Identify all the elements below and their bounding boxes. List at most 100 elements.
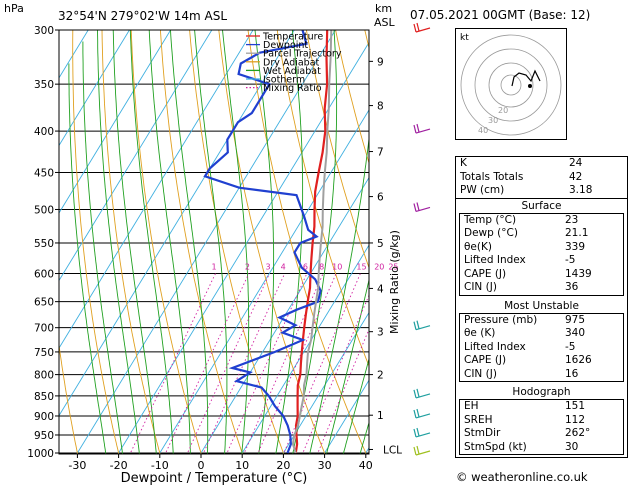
wind-barb <box>415 206 431 213</box>
wind-barb <box>416 320 420 329</box>
dry-adiabat <box>72 30 120 454</box>
height-tick-label: 4 <box>377 283 384 295</box>
dry-adiabat <box>130 30 202 454</box>
wind-barb <box>416 123 420 133</box>
row-value: 30 <box>565 440 579 453</box>
pressure-tick-label: 850 <box>34 391 54 403</box>
row-value: 1439 <box>565 267 592 280</box>
table-row: θe(K) 339 <box>460 241 623 255</box>
hpa-label: hPa <box>4 2 24 15</box>
most-unstable-table: Pressure (mb) 975 θe (K) 340 Lifted Index -5 C… <box>459 312 624 382</box>
table-row: CIN (J) 36 <box>460 281 623 295</box>
mixing-ratio-line <box>317 327 369 454</box>
row-label: Lifted Index <box>464 254 526 266</box>
height-tick-label: 7 <box>377 147 384 159</box>
table-row: CIN (J) 16 <box>460 368 623 382</box>
table-row: PW (cm) 3.18 <box>456 184 627 198</box>
wind-barb <box>413 23 417 33</box>
height-tick-label: 9 <box>377 56 384 68</box>
hodograph-table-title: Hodograph <box>512 386 571 398</box>
indices-table: K 24 Totals Totals 42 PW (cm) 3.18 Surface Te… <box>455 156 628 458</box>
legend-entry: Wet Adiabat <box>263 66 321 77</box>
pressure-tick-label: 550 <box>34 238 54 250</box>
row-value: 36 <box>565 281 579 293</box>
wet-adiabat <box>129 30 174 454</box>
height-tick-label: 6 <box>377 192 384 204</box>
isotherm <box>59 30 295 417</box>
table-row: Pressure (mb) 975 <box>460 314 623 328</box>
row-label: Totals Totals <box>460 170 524 183</box>
row-value: 16 <box>565 367 579 380</box>
isotherm <box>76 30 336 454</box>
dry-adiabat <box>276 30 369 368</box>
pressure-tick-label: 400 <box>34 126 54 138</box>
table-row: CAPE (J) 1626 <box>460 354 623 368</box>
table-row: EH 151 <box>460 400 623 414</box>
mixing-ratio-line <box>202 273 286 454</box>
row-label: K <box>460 157 467 169</box>
wet-adiabat <box>170 30 209 454</box>
wind-barb <box>415 413 431 419</box>
pressure-tick-label: 950 <box>34 430 54 442</box>
height-tick-label: 8 <box>377 101 384 113</box>
row-label: Temp (°C) <box>464 213 517 226</box>
mixing-ratio-line <box>301 294 369 454</box>
mixing-ratio-label: 8 <box>319 263 324 272</box>
datetime-title: 07.05.2021 00GMT (Base: 12) <box>410 8 591 22</box>
hodograph-ring <box>488 62 534 108</box>
row-value: 21.1 <box>565 227 589 239</box>
row-label: CAPE (J) <box>464 354 507 366</box>
copyright: © weatheronline.co.uk <box>456 470 588 484</box>
hodograph-ring <box>460 34 562 136</box>
row-label: PW (cm) <box>460 184 505 196</box>
wind-barb <box>416 202 420 211</box>
wet-adiabat <box>68 63 107 454</box>
pressure-tick-label: 800 <box>34 370 54 382</box>
wind-barb <box>413 124 417 134</box>
row-label: θe (K) <box>464 327 496 339</box>
hodograph: kt 40 30 20 <box>455 28 567 140</box>
parcel-trajectory-line <box>291 30 333 454</box>
row-value: 23 <box>565 213 579 226</box>
surface-table: Temp (°C) 23 Dewp (°C) 21.1 θe(K) 339 Lifted I… <box>459 212 624 296</box>
temperature-line <box>294 30 329 454</box>
wind-barb <box>415 325 431 331</box>
pressure-tick-label: 700 <box>34 323 54 335</box>
mixing-ratio-line <box>129 273 216 454</box>
isotherm <box>0 18 13 470</box>
dry-adiabat <box>59 341 79 454</box>
table-row: K 24 <box>456 157 627 171</box>
row-value: 975 <box>565 313 586 326</box>
temperature-tick-label: 10 <box>235 459 249 472</box>
row-label: CAPE (J) <box>464 267 507 280</box>
row-value: 340 <box>565 327 586 339</box>
row-value: 24 <box>569 157 583 169</box>
temperature-tick-label: 20 <box>276 459 290 472</box>
pressure-tick-label: 500 <box>34 204 54 216</box>
mixing-ratio-label: 2 <box>245 263 250 272</box>
isotherm <box>158 109 369 454</box>
mixing-ratio-line <box>186 273 270 454</box>
wet-adiabat <box>97 30 140 454</box>
hodograph-ring-label: 30 <box>488 116 498 125</box>
location-title: 32°54'N 279°02'W 14m ASL <box>58 9 227 23</box>
row-value: 3.18 <box>569 184 593 196</box>
asl-label: ASL <box>374 16 396 29</box>
row-label: Lifted Index <box>464 340 526 353</box>
table-row: StmDir 262° <box>460 427 623 441</box>
wind-barb <box>415 128 431 134</box>
row-value: 112 <box>565 413 586 426</box>
legend-entry: Dry Adiabat <box>263 57 320 68</box>
dry-adiabat <box>159 30 244 454</box>
dewpoint-line <box>203 30 322 454</box>
isotherm <box>59 30 130 147</box>
wind-barb <box>415 393 431 399</box>
wind-barb <box>416 445 420 455</box>
legend-entry: Parcel Trajectory <box>263 49 342 60</box>
row-value: -5 <box>565 254 576 266</box>
row-label: Pressure (mb) <box>464 313 538 326</box>
hodograph-ring-label: 20 <box>498 106 508 115</box>
